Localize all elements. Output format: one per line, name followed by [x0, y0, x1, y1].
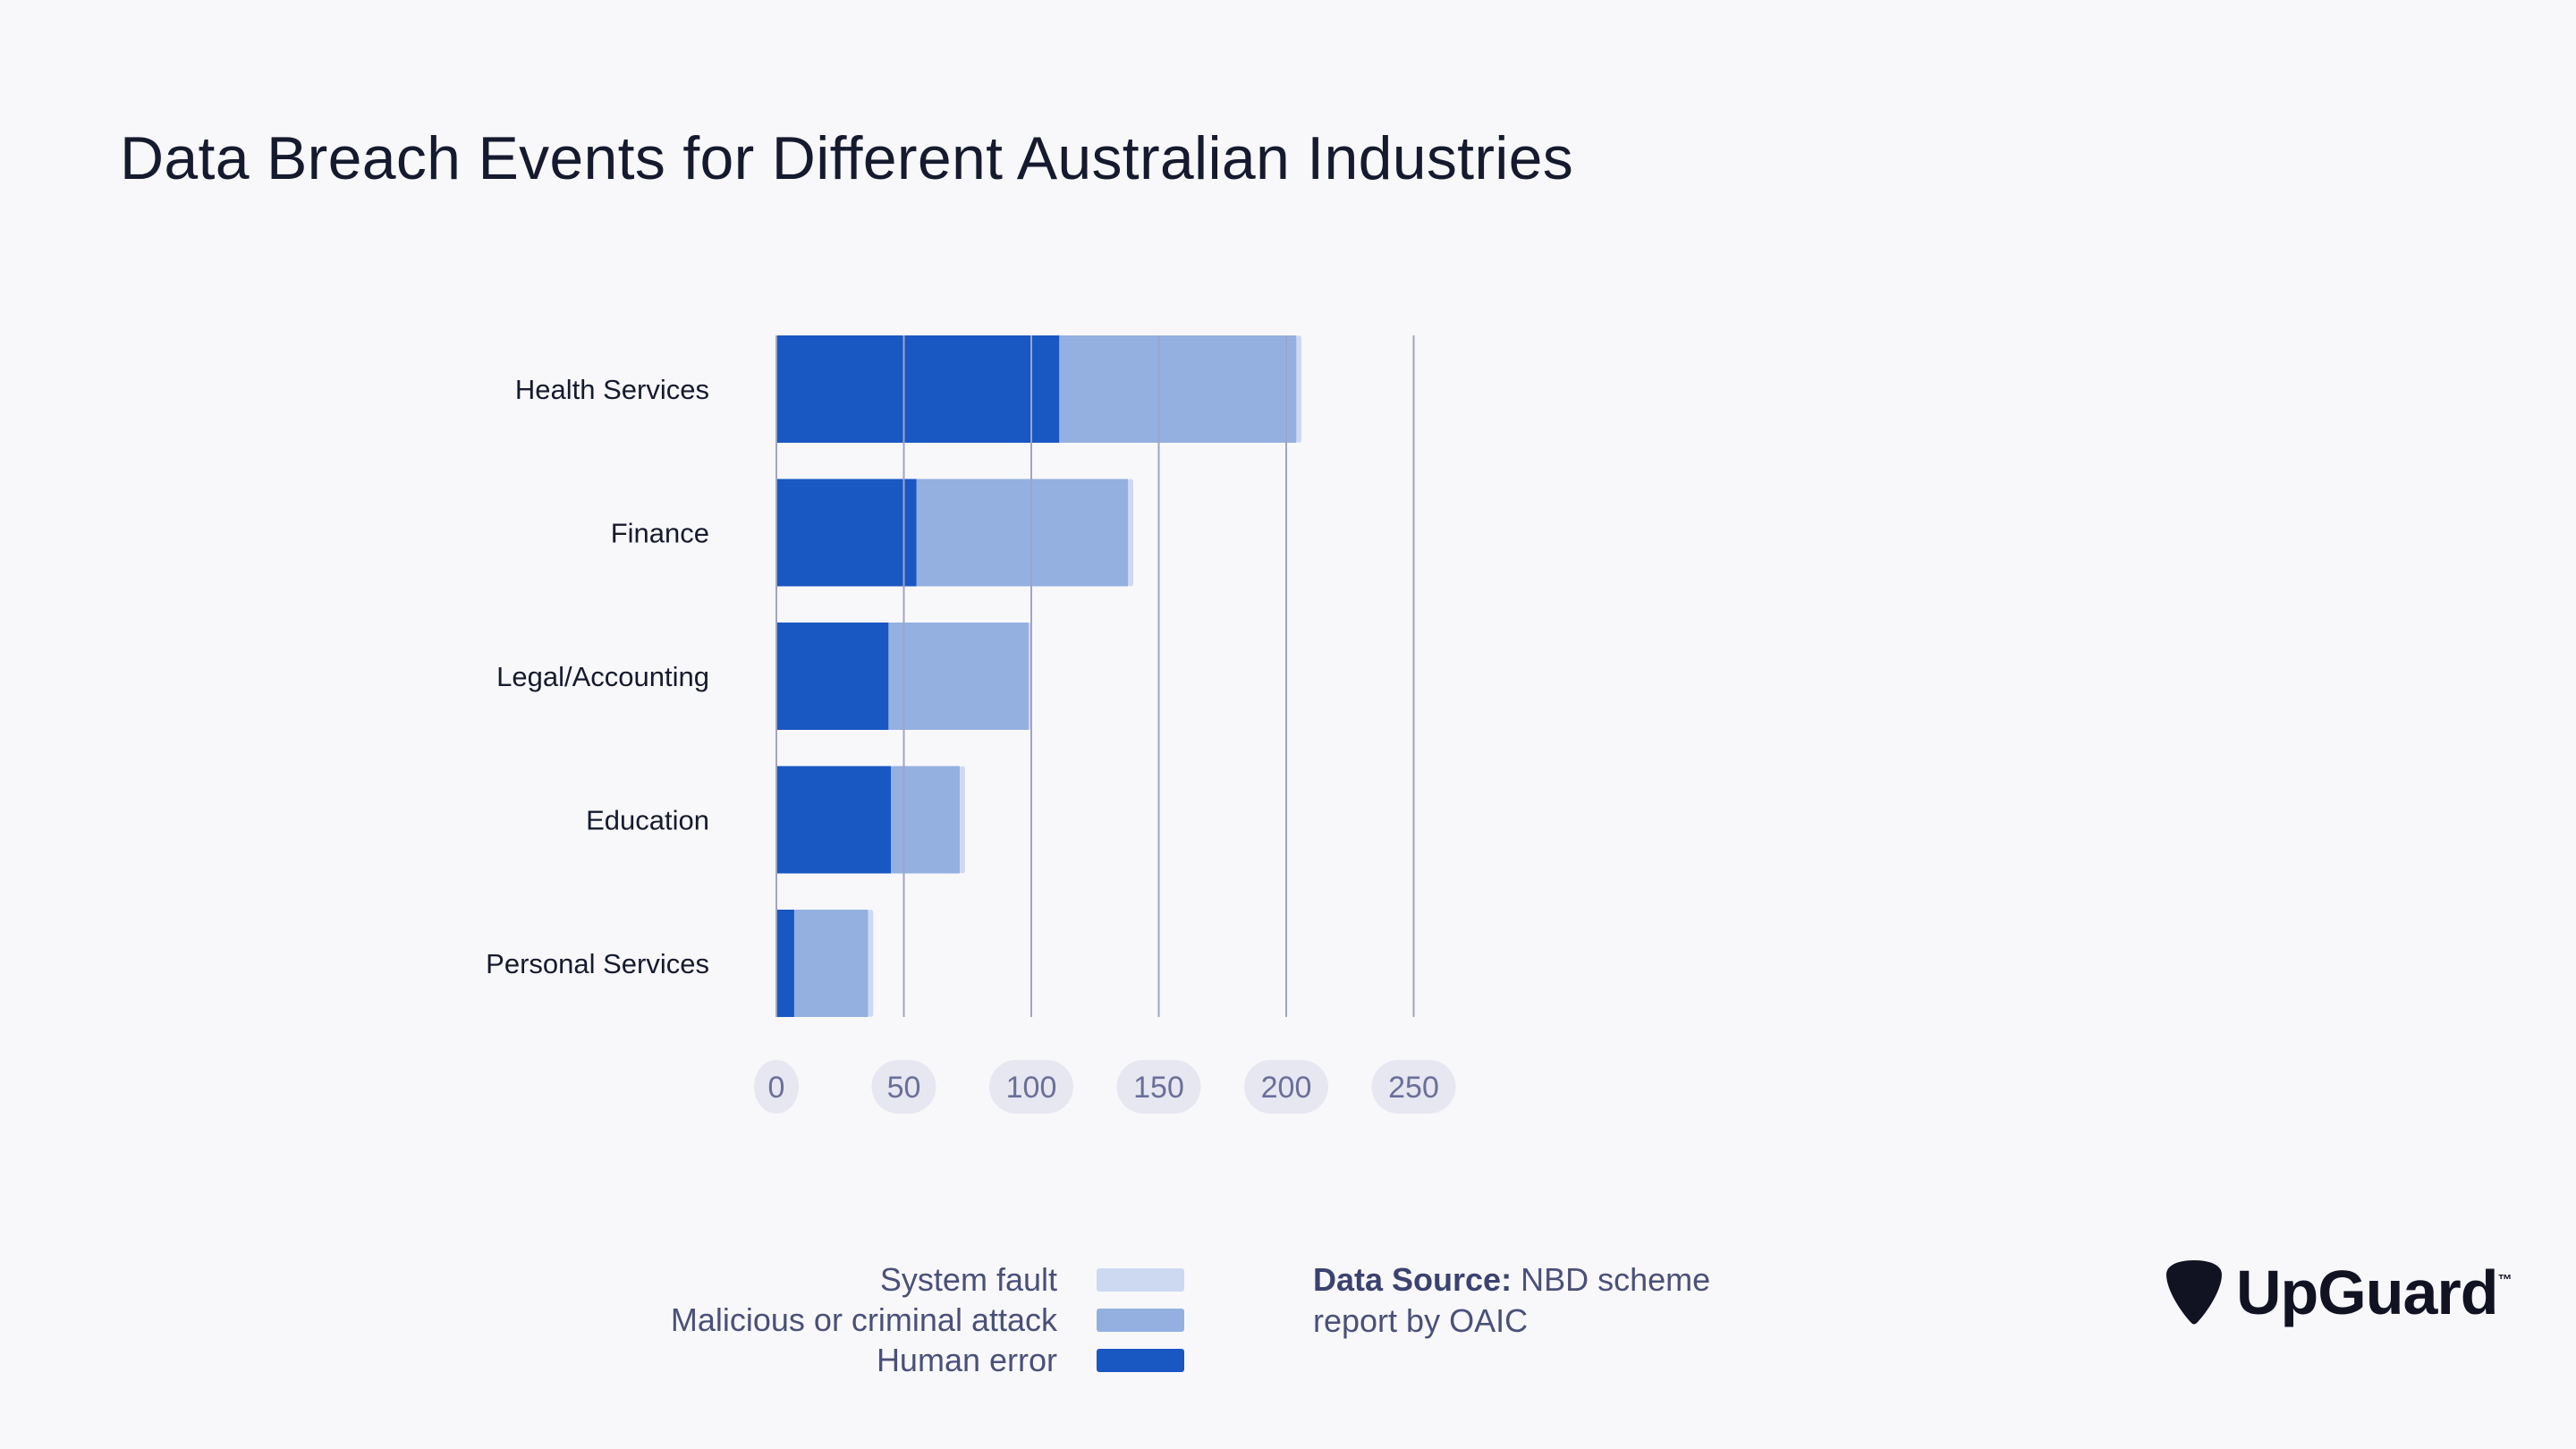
legend-label: Human error: [876, 1341, 1057, 1378]
bar-malicious-or-criminal-attack-0: [1059, 335, 1297, 443]
legend-swatch: [1097, 1267, 1184, 1292]
bar-human-error-0: [776, 335, 1060, 443]
legend: System fault Malicious or criminal attack…: [537, 1259, 1184, 1380]
x-tick-label: 250: [1388, 1071, 1439, 1105]
x-tick-label: 150: [1133, 1071, 1184, 1105]
data-source: Data Source: NBD scheme report by OAIC: [1313, 1259, 1778, 1342]
logo-trademark: ™: [2497, 1273, 2512, 1288]
legend-item: Malicious or criminal attack: [537, 1300, 1184, 1340]
x-tick-label: 0: [768, 1071, 785, 1105]
legend-swatch: [1097, 1348, 1184, 1372]
bar-system-fault-3: [960, 766, 965, 874]
x-tick-label: 200: [1261, 1071, 1312, 1105]
bar-malicious-or-criminal-attack-2: [888, 623, 1030, 730]
tick-pill: [1371, 1060, 1456, 1114]
category-label: Legal/Accounting: [496, 661, 709, 692]
legend-item: Human error: [537, 1340, 1184, 1380]
logo-text: UpGuard: [2236, 1258, 2498, 1327]
bar-human-error-4: [776, 910, 794, 1017]
bar-human-error-3: [776, 766, 892, 874]
category-label: Health Services: [515, 374, 709, 405]
legend-swatch: [1097, 1308, 1184, 1332]
bar-malicious-or-criminal-attack-3: [891, 766, 961, 874]
bar-system-fault-1: [1128, 479, 1133, 587]
chart-title: Data Breach Events for Different Austral…: [120, 124, 1574, 192]
tick-pill: [871, 1060, 936, 1114]
legend-label: Malicious or criminal attack: [670, 1301, 1057, 1338]
data-source-text: NBD scheme report by OAIC: [1313, 1261, 1711, 1339]
legend-label: System fault: [879, 1260, 1057, 1298]
tick-pill: [989, 1060, 1073, 1114]
bar-human-error-1: [776, 479, 917, 587]
category-label: Personal Services: [486, 948, 709, 979]
bar-system-fault-4: [868, 910, 874, 1017]
tick-pill: [1244, 1060, 1328, 1114]
guitar-pick-icon: [2166, 1260, 2222, 1325]
tick-pill: [754, 1060, 799, 1114]
bar-human-error-2: [776, 623, 889, 730]
category-label: Education: [586, 805, 709, 836]
x-tick-label: 100: [1006, 1071, 1057, 1105]
upguard-logo: UpGuard ™: [2165, 1257, 2512, 1328]
category-label: Finance: [611, 518, 709, 549]
bar-malicious-or-criminal-attack-1: [916, 479, 1129, 587]
bar-malicious-or-criminal-attack-4: [793, 910, 869, 1017]
bar-system-fault-0: [1296, 335, 1302, 443]
tick-pill: [1116, 1060, 1201, 1114]
data-source-label: Data Source:: [1313, 1261, 1513, 1298]
x-tick-label: 50: [887, 1071, 921, 1105]
legend-item: System fault: [537, 1259, 1184, 1300]
